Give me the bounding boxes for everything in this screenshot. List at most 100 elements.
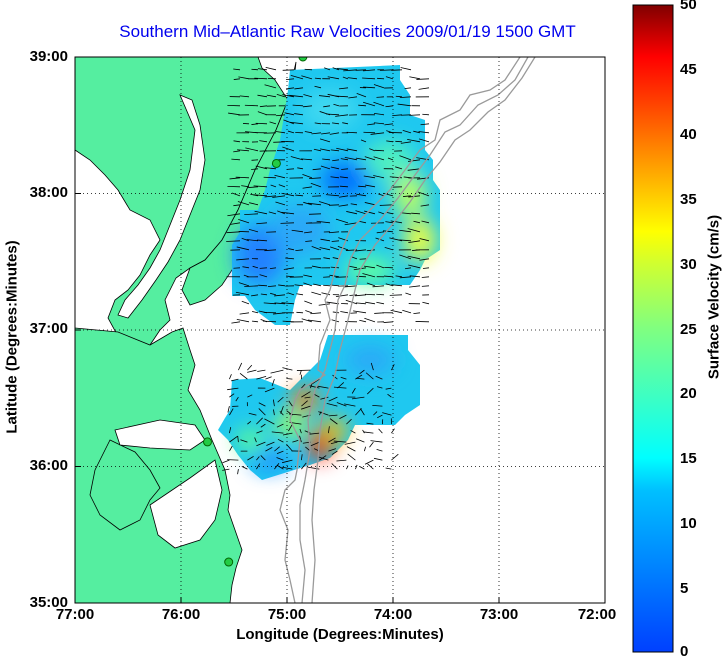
velocity-arrow — [365, 460, 373, 464]
x-tick-label: 77:00 — [40, 606, 110, 623]
velocity-arrow — [238, 469, 239, 474]
chart-title: Southern Mid–Atlantic Raw Velocities 200… — [60, 22, 635, 42]
velocity-arrow — [391, 454, 398, 460]
velocity-arrow — [422, 286, 429, 287]
velocity-arrow — [332, 463, 338, 469]
x-tick-label: 72:00 — [562, 606, 632, 623]
velocity-arrow — [419, 88, 429, 90]
x-tick-label: 76:00 — [146, 606, 216, 623]
velocity-arrow — [340, 311, 348, 312]
velocity-arrow — [364, 432, 374, 433]
velocity-arrow — [369, 442, 373, 447]
station-marker — [272, 159, 280, 167]
x-tick-label: 73:00 — [464, 606, 534, 623]
velocity-arrow — [323, 285, 330, 286]
velocity-arrow — [405, 293, 411, 295]
velocity-arrow — [353, 311, 366, 313]
y-tick-label: 36:00 — [8, 457, 68, 474]
velocity-arrow — [364, 447, 365, 451]
velocity-arrow — [242, 301, 249, 304]
velocity-arrow — [380, 70, 393, 71]
velocity-arrow — [229, 446, 232, 451]
velocity-arrow — [356, 303, 366, 304]
colorbar-tick-label: 50 — [680, 0, 697, 13]
velocity-arrow — [240, 313, 249, 314]
velocity-arrow — [238, 363, 241, 370]
velocity-arrow — [371, 441, 383, 443]
colorbar-label: Surface Velocity (cm/s) — [706, 215, 723, 379]
velocity-arrow — [271, 370, 284, 373]
velocity-arrow — [422, 114, 429, 115]
x-axis-label: Longitude (Degrees:Minutes) — [75, 626, 605, 643]
velocity-arrow — [356, 439, 364, 442]
colorbar-tick-label: 45 — [680, 61, 697, 78]
velocity-arrow — [252, 321, 258, 322]
velocity-arrow — [355, 465, 357, 469]
velocity-arrow — [264, 177, 276, 178]
y-axis-label: Latitude (Degrees:Minutes) — [4, 240, 21, 433]
colorbar-tick-label: 15 — [680, 450, 697, 467]
velocity-arrow — [422, 277, 429, 278]
velocity-arrow — [375, 150, 384, 151]
velocity-arrow — [390, 295, 402, 296]
velocity-arrow — [363, 430, 365, 433]
velocity-arrow — [252, 311, 258, 312]
velocity-arrow — [379, 429, 383, 433]
velocity-arrow — [305, 311, 312, 313]
colorbar-tick-label: 40 — [680, 126, 697, 143]
velocity-arrow — [376, 302, 384, 304]
velocity-arrow — [304, 301, 312, 304]
colorbar-tick-label: 10 — [680, 515, 697, 532]
velocity-arrow — [347, 447, 355, 451]
velocity-arrow — [237, 319, 249, 321]
velocity-arrow — [384, 322, 393, 323]
velocity-arrow — [265, 377, 271, 379]
velocity-arrow — [283, 70, 294, 71]
velocity-arrow — [319, 304, 330, 305]
velocity-arrow — [405, 88, 411, 89]
velocity-arrow — [416, 79, 429, 80]
velocity-arrow — [409, 286, 420, 287]
velocity-arrow — [260, 268, 267, 269]
velocity-arrow — [240, 373, 247, 379]
velocity-arrow — [402, 310, 411, 313]
velocity-arrow — [423, 268, 429, 269]
velocity-arrow — [360, 467, 364, 470]
velocity-arrow — [364, 318, 375, 322]
velocity-arrow — [242, 466, 248, 469]
velocity-arrow — [409, 77, 420, 79]
colorbar-tick-label: 30 — [680, 256, 697, 273]
station-marker — [225, 558, 233, 566]
velocity-arrow — [296, 294, 303, 295]
velocity-arrow — [386, 468, 392, 469]
colorbar-tick-label: 0 — [680, 643, 688, 660]
velocity-arrow — [281, 223, 294, 224]
velocity-arrow — [227, 460, 238, 461]
x-tick-label: 75:00 — [252, 606, 322, 623]
colorbar — [633, 5, 673, 652]
velocity-arrow — [413, 313, 420, 314]
velocity-arrow — [266, 67, 276, 69]
velocity-arrow — [231, 322, 240, 323]
velocity-arrow — [374, 458, 382, 460]
velocity-arrow — [365, 302, 375, 304]
velocity-arrow — [223, 460, 230, 463]
velocity-arrow — [376, 294, 384, 295]
colorbar-tick-label: 20 — [680, 385, 697, 402]
velocity-arrow — [368, 464, 374, 469]
station-marker — [204, 438, 212, 446]
velocity-arrow — [422, 302, 429, 304]
colorbar-tick-label: 5 — [680, 580, 688, 597]
velocity-arrow — [377, 449, 383, 451]
velocity-arrow — [257, 370, 265, 371]
velocity-arrow — [336, 460, 346, 461]
velocity-arrow — [348, 454, 356, 460]
velocity-arrow — [229, 374, 231, 379]
colorbar-tick-label: 35 — [680, 191, 697, 208]
x-tick-label: 74:00 — [358, 606, 428, 623]
velocity-arrow — [282, 368, 292, 371]
velocity-arrow — [247, 365, 251, 370]
y-tick-label: 39:00 — [8, 48, 68, 65]
